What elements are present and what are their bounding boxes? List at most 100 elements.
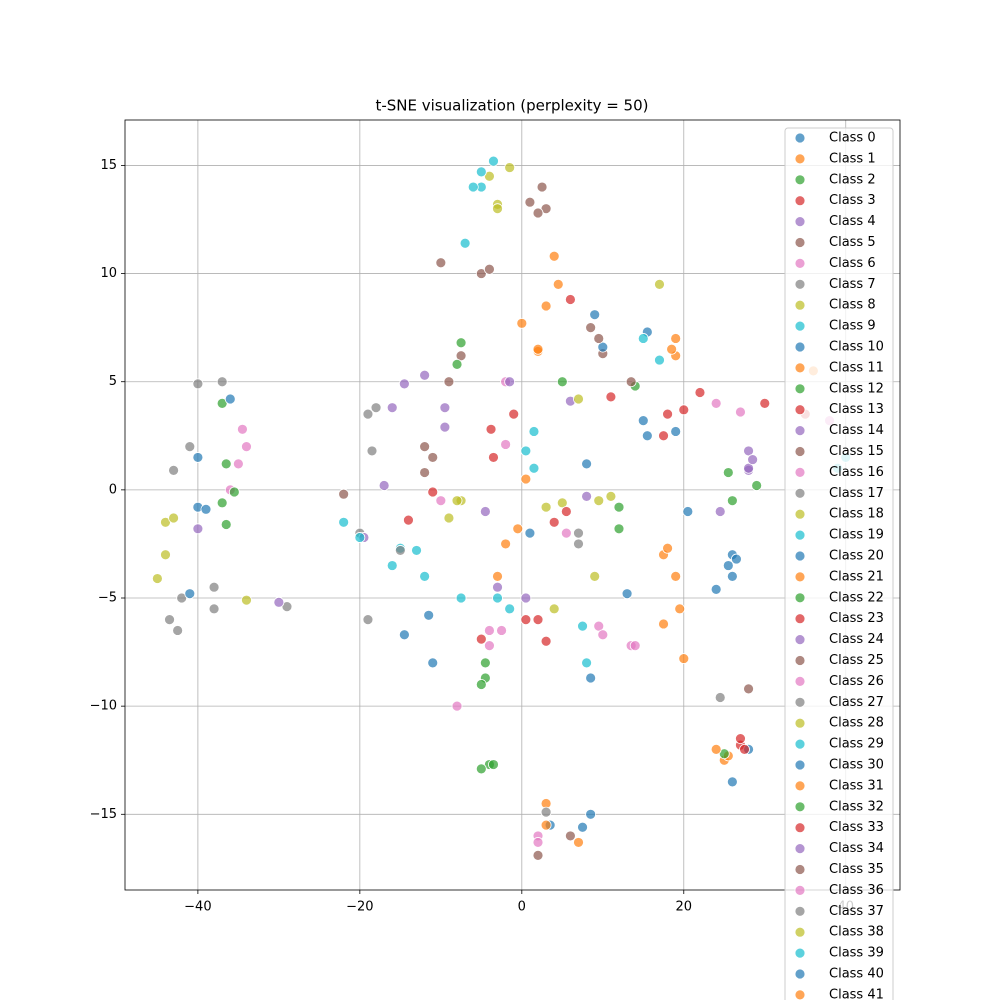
legend-label: Class 41: [829, 987, 884, 1000]
point: [475, 166, 487, 178]
point: [451, 359, 463, 370]
legend-label: Class 13: [829, 402, 884, 417]
point: [585, 808, 597, 820]
point: [362, 408, 374, 420]
point: [573, 837, 584, 848]
point: [451, 700, 463, 712]
point: [674, 603, 686, 615]
point: [597, 341, 609, 353]
point: [593, 333, 605, 344]
y-tick-label: 10: [100, 266, 117, 281]
legend-label: Class 38: [829, 925, 884, 940]
point: [637, 415, 649, 427]
point: [192, 378, 204, 390]
point: [577, 821, 588, 833]
point: [532, 614, 544, 626]
legend-label: Class 39: [829, 946, 884, 961]
point: [560, 506, 572, 517]
legend-label: Class 33: [829, 820, 884, 835]
legend-marker: [794, 404, 806, 416]
legend-label: Class 26: [829, 674, 884, 689]
point: [585, 672, 597, 684]
point: [556, 376, 568, 388]
legend-marker: [794, 508, 806, 520]
legend-label: Class 1: [829, 151, 876, 166]
legend-marker: [794, 383, 806, 395]
plot-frame: [124, 119, 901, 891]
y-tick-label: 15: [100, 158, 117, 173]
point: [386, 402, 398, 414]
point: [556, 497, 568, 509]
point: [670, 333, 682, 344]
point: [419, 467, 431, 478]
legend-label: Class 30: [829, 758, 884, 773]
point: [216, 376, 228, 388]
point: [439, 402, 451, 414]
point: [654, 278, 665, 290]
legend-marker: [794, 738, 806, 750]
point: [666, 343, 678, 355]
point: [500, 439, 512, 450]
point: [232, 458, 244, 470]
point: [492, 203, 503, 215]
point: [488, 759, 499, 770]
point: [419, 369, 431, 381]
point: [354, 532, 366, 543]
point: [536, 181, 548, 193]
point: [237, 423, 248, 435]
point: [455, 350, 467, 362]
point: [613, 523, 625, 535]
point: [492, 570, 503, 582]
point: [241, 594, 252, 606]
point: [520, 592, 532, 604]
point: [540, 819, 552, 831]
legend-marker: [794, 529, 806, 541]
point: [548, 250, 560, 262]
legend-marker: [794, 195, 806, 207]
point: [192, 452, 204, 463]
point: [629, 640, 641, 651]
legend-marker: [794, 947, 806, 959]
legend-label: Class 29: [829, 737, 884, 752]
point: [532, 343, 544, 355]
legend-label: Class 0: [829, 131, 876, 146]
point: [605, 391, 617, 403]
point: [224, 393, 236, 405]
point: [479, 506, 491, 517]
legend-marker: [794, 864, 806, 875]
point: [621, 588, 633, 600]
point: [435, 257, 447, 269]
point: [151, 573, 163, 584]
legend-marker: [794, 968, 806, 980]
point: [378, 480, 390, 491]
point: [338, 516, 350, 528]
legend-label: Class 4: [829, 214, 876, 229]
chart-title: t-SNE visualization (perplexity = 50): [375, 97, 648, 115]
legend-marker: [794, 466, 806, 478]
x-tick-label: 20: [676, 900, 693, 915]
legend-label: Class 7: [829, 277, 876, 292]
point: [573, 527, 584, 539]
point: [366, 445, 378, 457]
point: [500, 538, 512, 550]
legend-label: Class 8: [829, 298, 876, 313]
point: [160, 549, 171, 561]
legend-marker: [794, 550, 806, 562]
point: [641, 430, 653, 442]
legend-label: Class 27: [829, 695, 884, 710]
point: [726, 570, 738, 582]
point: [164, 614, 175, 626]
legend-label: Class 9: [829, 319, 876, 334]
point: [451, 495, 463, 507]
point: [593, 620, 605, 632]
point: [475, 679, 487, 690]
point: [710, 397, 722, 409]
point: [184, 588, 196, 600]
legend-label: Class 23: [829, 611, 884, 626]
legend-label: Class 16: [829, 465, 884, 480]
legend-label: Class 21: [829, 569, 884, 584]
point: [613, 501, 625, 513]
point: [565, 294, 576, 305]
point: [739, 744, 750, 755]
